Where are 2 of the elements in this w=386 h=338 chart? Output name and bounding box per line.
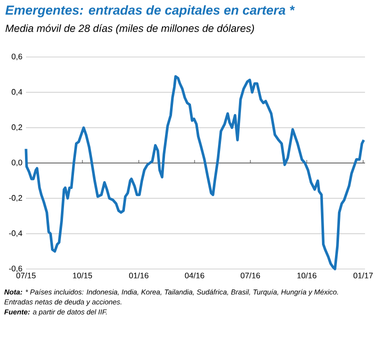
chart-subtitle: Media móvil de 28 días (miles de millones de dólares) <box>6 24 254 34</box>
chart-title: Emergentes: entradas de capitales en cartera * <box>5 5 295 18</box>
